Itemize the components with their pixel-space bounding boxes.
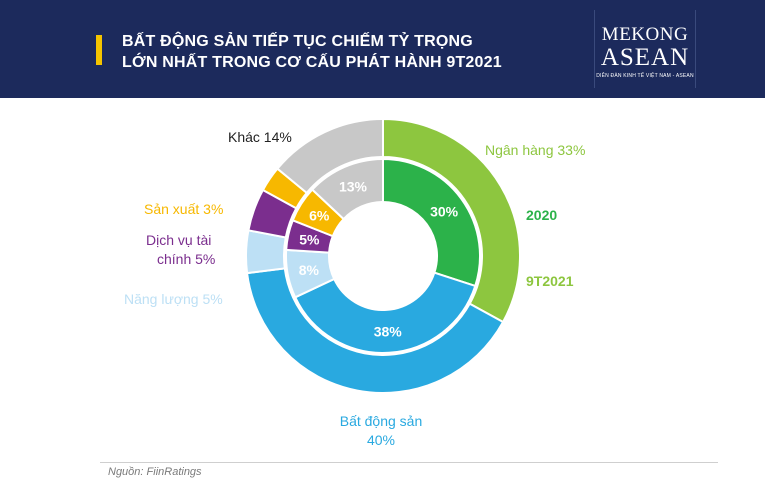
data-label-inner-san-xuat: 6%	[309, 208, 330, 224]
inner-ring-labels: 30% 38% 8% 5% 6% 13%	[299, 179, 459, 340]
header-banner: BẤT ĐỘNG SẢN TIẾP TỤC CHIẾM TỶ TRỌNG LỚN…	[0, 0, 765, 98]
data-label-inner-bat-dong-san: 38%	[374, 323, 403, 339]
logo-text-sub: DIỄN ĐÀN KINH TẾ VIỆT NAM - ASEAN	[596, 73, 694, 79]
title-line-2: LỚN NHẤT TRONG CƠ CẤU PHÁT HÀNH 9T2021	[122, 54, 502, 71]
data-label-inner-dich-vu-tai-chinh: 5%	[299, 232, 320, 248]
source-note: Nguồn: FiinRatings	[108, 466, 202, 478]
footer-divider	[100, 462, 718, 463]
label-dich-vu-line-1: Dịch vụ tài	[146, 232, 212, 248]
label-ngan-hang: Ngân hàng 33%	[485, 142, 586, 158]
data-label-inner-khac: 13%	[339, 179, 368, 195]
outer-ring-9t2021	[245, 117, 521, 394]
logo-text-main: ASEAN	[600, 44, 690, 71]
legend-9t2021: 9T2021	[526, 273, 574, 289]
label-khac: Khác 14%	[228, 129, 292, 145]
label-san-xuat: Sản xuất 3%	[144, 201, 224, 217]
slice-outer-bat-dong-san	[245, 267, 505, 394]
chart-title: BẤT ĐỘNG SẢN TIẾP TỤC CHIẾM TỶ TRỌNG LỚN…	[122, 31, 502, 73]
title-accent-bar	[96, 35, 102, 65]
legend-2020: 2020	[526, 207, 558, 223]
slice-outer-khac	[276, 117, 384, 195]
slice-outer-ngan-hang	[382, 117, 521, 324]
label-nang-luong: Năng lượng 5%	[124, 291, 223, 307]
label-bat-dong-san-line-2: 40%	[366, 432, 396, 448]
label-bat-dong-san-line-1: Bất động sản	[339, 413, 423, 429]
title-line-1: BẤT ĐỘNG SẢN TIẾP TỤC CHIẾM TỶ TRỌNG	[122, 33, 473, 50]
logo-text-top: MEKONG	[601, 24, 689, 45]
label-dich-vu-line-2: chính 5%	[157, 251, 216, 267]
data-label-inner-nang-luong: 8%	[299, 262, 320, 278]
donut-chart: 30% 38% 8% 5% 6% 13%	[245, 117, 521, 394]
data-label-inner-ngan-hang: 30%	[430, 204, 459, 220]
mekong-asean-logo: MEKONG ASEAN DIỄN ĐÀN KINH TẾ VIỆT NAM -…	[594, 10, 696, 88]
slice-inner-bat-dong-san	[293, 271, 477, 354]
inner-ring-2020	[285, 157, 481, 354]
slice-inner-ngan-hang	[382, 157, 481, 288]
slice-inner-khac	[310, 157, 384, 221]
